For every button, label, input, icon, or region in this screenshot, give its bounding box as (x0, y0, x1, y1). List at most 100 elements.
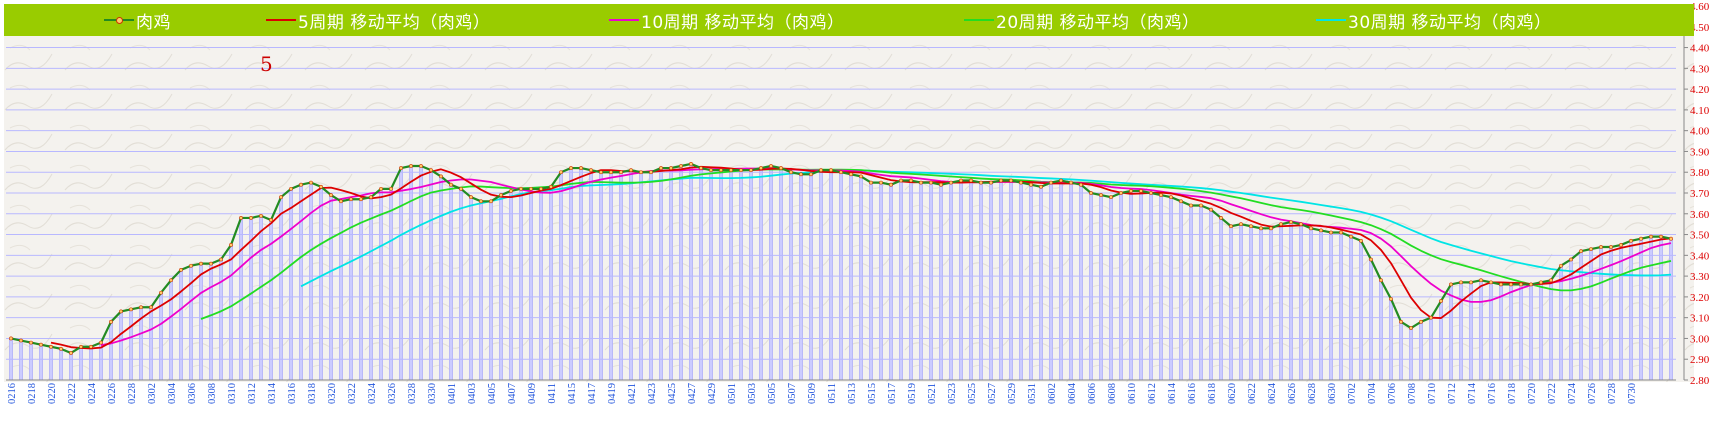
data-point (1499, 282, 1503, 287)
x-tick-label: 0515 (867, 383, 878, 404)
data-point (509, 189, 513, 193)
x-tick-label: 0415 (567, 383, 578, 404)
data-point (1259, 226, 1263, 231)
bar (749, 169, 754, 381)
data-point (1609, 245, 1613, 249)
data-point (59, 346, 63, 351)
data-point (749, 168, 753, 173)
data-point (719, 168, 723, 173)
bar (539, 188, 544, 381)
data-point (159, 290, 163, 295)
legend-swatch-ma20 (964, 19, 994, 21)
x-tick-label: 0409 (527, 383, 538, 404)
x-tick-label: 0710 (1427, 383, 1438, 404)
bar (1248, 226, 1253, 381)
x-tick-label: 0616 (1187, 383, 1198, 404)
x-tick-label: 0614 (1167, 382, 1178, 404)
bar (959, 180, 964, 381)
legend-swatch-ma30 (1316, 19, 1346, 21)
data-point (729, 168, 733, 173)
bar (1498, 284, 1503, 381)
data-point (69, 351, 73, 355)
x-tick-label: 0417 (587, 383, 598, 404)
data-point (249, 216, 253, 220)
data-point (709, 168, 713, 173)
bar (489, 201, 494, 381)
bar (208, 263, 213, 381)
data-point (1179, 199, 1183, 204)
x-tick-label: 0527 (987, 383, 998, 404)
data-point (1089, 191, 1093, 195)
bar (1598, 246, 1603, 381)
data-point (1069, 180, 1073, 185)
x-tick-label: 0326 (387, 383, 398, 404)
data-point (339, 199, 343, 204)
bar (148, 307, 153, 381)
bar (1428, 317, 1433, 381)
legend: 肉鸡 5周期 移动平均（肉鸡） 10周期 移动平均（肉鸡） 20周期 移动平均（… (4, 4, 1694, 36)
data-point (1049, 180, 1053, 185)
bar (1408, 327, 1413, 381)
x-tick-label: 0403 (467, 383, 478, 404)
x-tick-label: 0218 (27, 383, 38, 404)
data-point (1319, 228, 1323, 233)
bar (1348, 236, 1353, 381)
data-point (699, 166, 703, 170)
bar (929, 182, 934, 381)
data-point (439, 174, 443, 179)
bar (369, 196, 374, 381)
bar (1268, 228, 1273, 381)
y-tick-label: 3.50 (1690, 230, 1710, 242)
x-tick-label: 0604 (1067, 382, 1078, 404)
data-point (1419, 319, 1423, 324)
bar (879, 182, 884, 381)
bar (1318, 230, 1323, 381)
x-tick-label: 0511 (827, 383, 838, 404)
data-point (1459, 280, 1463, 285)
data-point (1389, 297, 1393, 301)
x-tick-label: 0722 (1547, 383, 1558, 404)
x-tick-label: 0509 (807, 383, 818, 404)
data-point (499, 193, 503, 197)
bar (869, 182, 874, 381)
x-tick-label: 0618 (1207, 383, 1218, 404)
x-tick-label: 0714 (1467, 382, 1478, 404)
data-point (739, 168, 743, 173)
bar (469, 196, 474, 381)
x-tick-label: 0610 (1127, 383, 1138, 404)
bar (19, 340, 24, 381)
bar (1138, 190, 1143, 381)
bar (1558, 265, 1563, 381)
data-point (399, 166, 403, 170)
data-point (119, 309, 123, 314)
data-point (1489, 280, 1493, 285)
bar (589, 169, 594, 381)
data-point (1619, 243, 1623, 247)
data-point (349, 197, 353, 202)
data-point (239, 216, 243, 220)
bar (1258, 228, 1263, 381)
data-point (1629, 238, 1633, 243)
data-point (1189, 203, 1193, 208)
x-tick-label: 0704 (1367, 382, 1378, 404)
bar (1438, 300, 1443, 381)
data-point (959, 178, 963, 183)
bar (1058, 180, 1063, 381)
legend-item-ma10: 10周期 移动平均（肉鸡） (609, 4, 845, 36)
x-tick-label: 0407 (507, 383, 518, 404)
data-point (569, 166, 573, 170)
bar (128, 309, 133, 381)
bar (809, 174, 814, 381)
data-point (1599, 245, 1603, 249)
bar (1188, 205, 1193, 381)
data-point (169, 278, 173, 283)
data-point (289, 186, 293, 191)
data-point (1149, 191, 1153, 195)
bar (1118, 192, 1123, 381)
x-tick-label: 0501 (727, 383, 738, 404)
data-point (1529, 282, 1533, 287)
data-point (599, 170, 603, 175)
x-tick-label: 0411 (547, 383, 558, 404)
x-tick-label: 0730 (1627, 383, 1638, 404)
bar (1088, 192, 1093, 381)
